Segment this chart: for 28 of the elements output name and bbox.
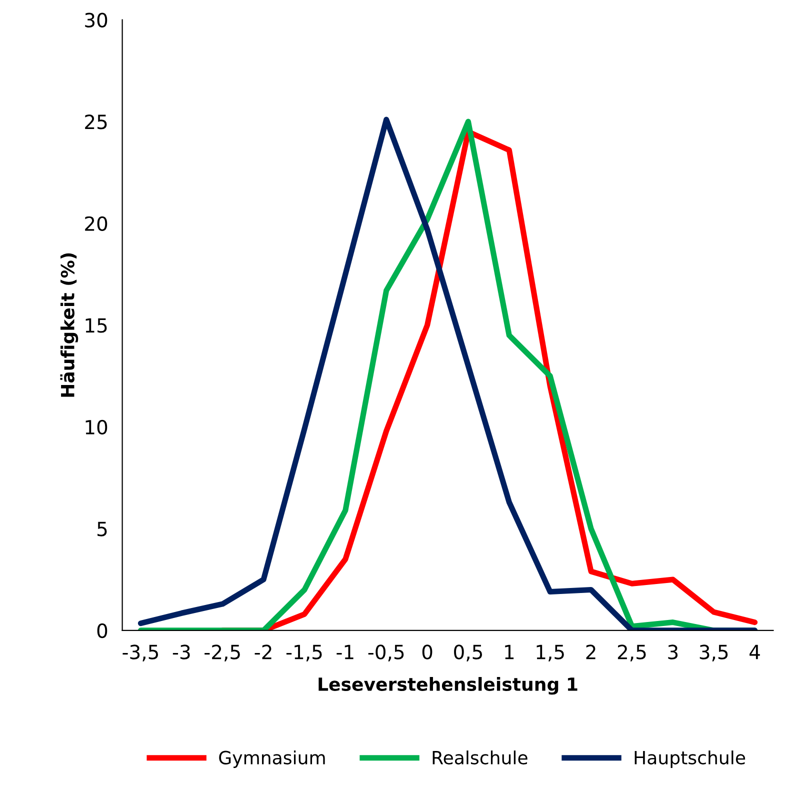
legend-label: Gymnasium — [219, 750, 325, 768]
x-tick-label: -2 — [254, 644, 272, 660]
x-tick-label: -1,5 — [286, 644, 322, 662]
x-tick-label: 1,5 — [536, 644, 564, 662]
y-tick-label: 0 — [97, 623, 108, 638]
x-tick-label: 1 — [505, 644, 514, 660]
x-tick-label: 3,5 — [700, 644, 728, 662]
y-tick-label: 25 — [85, 114, 107, 130]
x-axis-title: Leseverstehensleistung 1 — [318, 677, 578, 695]
y-tick-label: 5 — [98, 522, 107, 536]
y-tick-label: 10 — [86, 420, 108, 435]
x-tick-label: 2,5 — [618, 644, 646, 662]
x-tick-label: -1 — [336, 644, 354, 660]
x-tick-label: 0,5 — [454, 644, 482, 662]
y-tick-label: 20 — [85, 216, 108, 232]
y-tick-label: 15 — [86, 318, 107, 333]
x-tick-label: -0,5 — [368, 644, 404, 662]
x-tick-label: -3,5 — [122, 644, 158, 662]
x-tick-label: 2 — [586, 644, 596, 660]
y-tick-label: 30 — [85, 12, 108, 28]
x-tick-label: 3 — [668, 644, 678, 660]
legend-label: Hauptschule — [634, 750, 746, 768]
x-tick-label: 0 — [422, 644, 432, 660]
x-tick-label: -3 — [172, 644, 190, 660]
x-tick-label: 4 — [750, 644, 760, 660]
legend-label: Realschule — [432, 750, 528, 764]
y-axis-title: Häufigkeit (%) — [60, 253, 78, 397]
x-tick-label: -2,5 — [204, 644, 240, 662]
